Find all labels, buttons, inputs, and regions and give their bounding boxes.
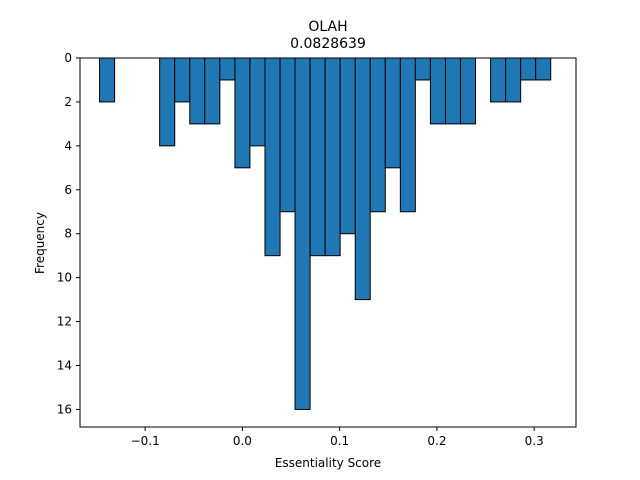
histogram-bar-22 — [429, 57, 446, 125]
chart-title: OLAH — [308, 19, 347, 35]
histogram-bar-24 — [459, 57, 477, 125]
y-tick-label-8: 16 — [57, 402, 72, 416]
histogram-bar-28 — [520, 57, 537, 81]
x-tick-label-4: 0.3 — [525, 434, 544, 448]
x-axis-label: Essentiality Score — [275, 456, 381, 470]
histogram-bar-27 — [505, 57, 522, 103]
y-axis-label: Frequency — [33, 212, 47, 274]
histogram-bar-7 — [204, 57, 221, 125]
histogram-bar-11 — [264, 57, 281, 257]
y-tick-label-6: 12 — [57, 315, 72, 329]
histogram-bar-16 — [339, 57, 356, 235]
histogram-bar-19 — [384, 57, 401, 169]
x-tick-label-1: 0.0 — [233, 434, 252, 448]
histogram-bar-10 — [249, 57, 266, 147]
y-tick-label-7: 14 — [57, 359, 72, 373]
histogram-bar-5 — [174, 57, 191, 103]
chart-subtitle: 0.0828639 — [290, 36, 366, 52]
x-axis-ticks: −0.1 0.0 0.1 0.2 0.3 — [131, 427, 544, 448]
y-tick-label-2: 4 — [64, 139, 72, 153]
histogram-bar-14 — [309, 57, 326, 257]
histogram-bar-0 — [99, 57, 116, 103]
histogram-bar-23 — [444, 57, 461, 125]
y-tick-label-0: 0 — [64, 51, 72, 65]
histogram-bar-8 — [219, 57, 236, 81]
histogram-bar-13 — [294, 57, 311, 410]
x-tick-label-0: −0.1 — [131, 434, 160, 448]
x-tick-label-3: 0.2 — [427, 434, 446, 448]
histogram-bar-29 — [535, 57, 552, 81]
y-tick-label-1: 2 — [64, 95, 72, 109]
histogram-bar-21 — [414, 57, 431, 81]
histogram-bar-18 — [369, 57, 386, 213]
histogram-bar-26 — [490, 57, 507, 103]
histogram-bar-6 — [189, 57, 206, 125]
y-axis-ticks: 0 2 4 6 8 10 12 14 16 — [57, 51, 80, 416]
plot-frame — [79, 57, 577, 428]
y-tick-label-3: 6 — [64, 183, 72, 197]
histogram-bar-4 — [159, 57, 176, 147]
histogram-bar-15 — [324, 57, 341, 257]
bars-group — [99, 57, 552, 410]
histogram-bar-20 — [399, 57, 416, 213]
histogram-bar-17 — [354, 57, 371, 301]
histogram-bar-9 — [234, 57, 251, 169]
y-tick-label-4: 8 — [64, 227, 72, 241]
x-tick-label-2: 0.1 — [330, 434, 349, 448]
y-tick-label-5: 10 — [57, 271, 72, 285]
histogram-bar-12 — [279, 57, 296, 213]
